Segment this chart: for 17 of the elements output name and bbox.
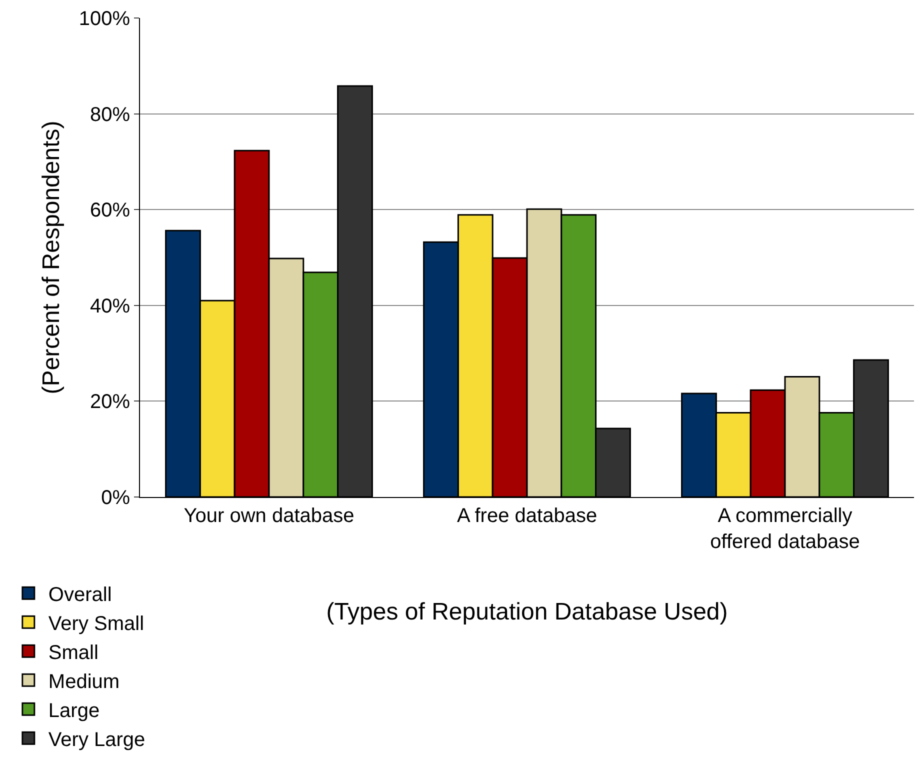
legend-label: Small — [48, 642, 98, 664]
x-tick-label: A free database — [456, 505, 598, 527]
x-tick-label: A commercially offered database — [710, 505, 860, 553]
legend-label: Medium — [48, 670, 120, 693]
y-axis-title: (Percent of Respondents) — [38, 120, 65, 394]
y-tick-label: 100% — [78, 8, 130, 30]
y-tick-label: 20% — [90, 391, 130, 414]
y-tick-label: 40% — [90, 295, 130, 318]
y-tick-label: 60% — [90, 200, 130, 222]
y-tick-label: 0% — [101, 487, 130, 509]
legend-label: Very Large — [48, 728, 146, 751]
x-tick-label: Your own database — [184, 505, 354, 527]
x-axis-title: (Types of Reputation Database Used) — [326, 598, 728, 626]
y-tick-label: 80% — [90, 104, 130, 126]
legend-label: Very Small — [48, 612, 144, 635]
legend-label: Overall — [48, 584, 112, 606]
legend-label: Large — [48, 700, 100, 722]
